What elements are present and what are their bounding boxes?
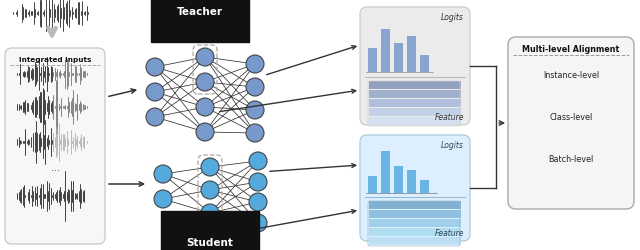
Text: Feature: Feature — [435, 228, 464, 237]
Bar — [369, 118, 461, 126]
Circle shape — [146, 59, 164, 77]
Text: Batch-level: Batch-level — [548, 155, 594, 164]
Circle shape — [201, 181, 219, 199]
Bar — [381, 30, 390, 73]
Text: Instance-level: Instance-level — [543, 71, 599, 80]
Circle shape — [249, 214, 267, 232]
Bar — [394, 166, 403, 193]
Circle shape — [246, 102, 264, 119]
Circle shape — [154, 190, 172, 208]
Text: Teacher: Teacher — [177, 7, 223, 17]
Circle shape — [196, 74, 214, 92]
Text: Multi-level Alignment: Multi-level Alignment — [522, 45, 620, 54]
Circle shape — [249, 152, 267, 170]
Circle shape — [201, 158, 219, 176]
Text: Logits: Logits — [441, 14, 464, 22]
Bar — [369, 237, 461, 245]
Circle shape — [246, 56, 264, 74]
FancyBboxPatch shape — [360, 136, 470, 241]
Circle shape — [249, 173, 267, 191]
Circle shape — [246, 124, 264, 142]
Bar — [368, 176, 377, 193]
Bar — [369, 82, 461, 90]
Bar — [369, 201, 461, 209]
Bar — [369, 219, 461, 227]
Bar — [368, 49, 377, 73]
Circle shape — [146, 108, 164, 126]
Circle shape — [201, 204, 219, 222]
Bar — [369, 100, 461, 108]
Text: Logits: Logits — [441, 141, 464, 150]
Text: ...: ... — [51, 162, 60, 172]
FancyBboxPatch shape — [5, 49, 105, 244]
Bar — [369, 210, 461, 218]
Bar — [407, 37, 416, 73]
Text: Feature: Feature — [435, 113, 464, 122]
FancyBboxPatch shape — [508, 38, 634, 209]
Bar — [369, 91, 461, 98]
Bar — [420, 181, 429, 193]
Bar — [394, 44, 403, 73]
Circle shape — [246, 79, 264, 96]
Bar — [369, 108, 461, 116]
Text: Integrated Inputs: Integrated Inputs — [19, 57, 91, 63]
Circle shape — [146, 84, 164, 102]
Circle shape — [154, 165, 172, 183]
FancyBboxPatch shape — [360, 8, 470, 126]
Bar — [369, 228, 461, 236]
Circle shape — [196, 124, 214, 142]
Bar — [381, 152, 390, 193]
Bar — [407, 170, 416, 193]
Bar — [420, 56, 429, 73]
Circle shape — [196, 49, 214, 67]
Text: Class-level: Class-level — [549, 113, 593, 122]
Circle shape — [249, 193, 267, 211]
Circle shape — [196, 98, 214, 116]
Text: Student: Student — [187, 237, 234, 247]
